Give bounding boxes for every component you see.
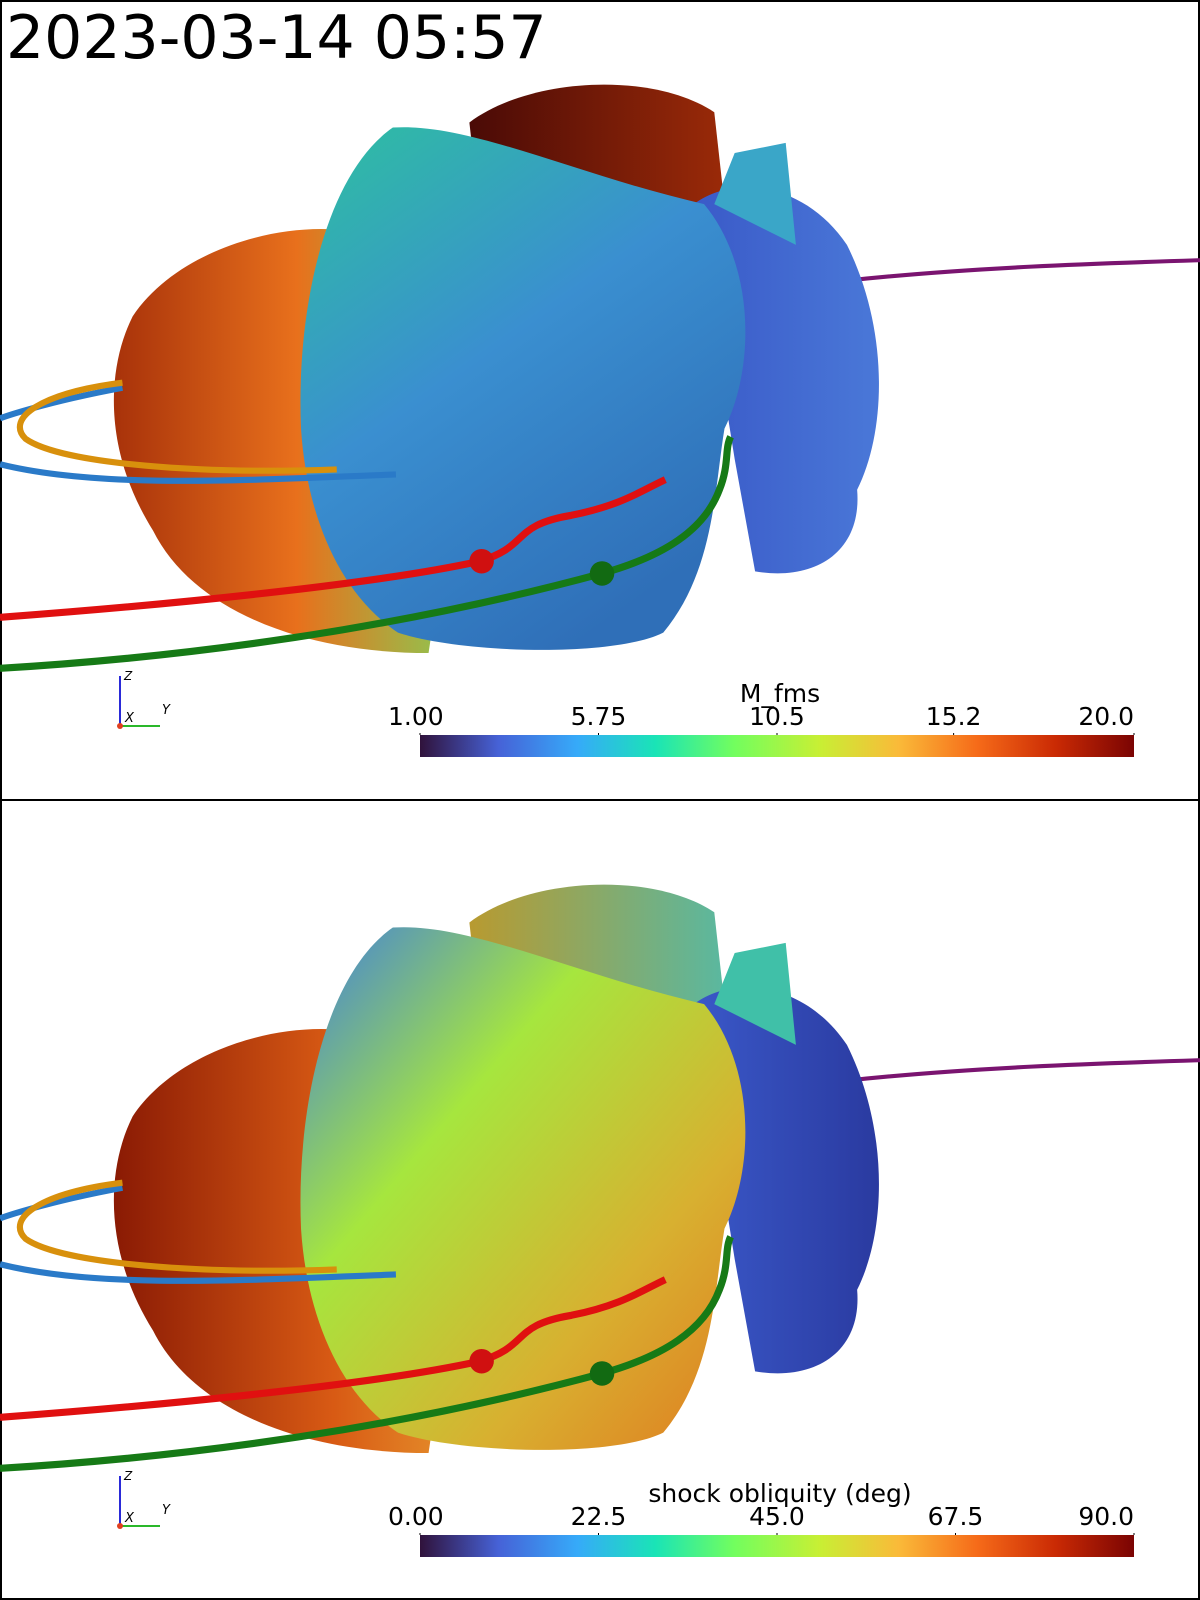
colorbar-tick-label: 45.0 — [749, 1502, 805, 1531]
colorbar — [420, 1535, 1134, 1557]
colorbar-tick-label: 90.0 — [1078, 1502, 1134, 1531]
colorbar-title: M_fms — [740, 679, 820, 708]
colorbar — [420, 735, 1134, 757]
colorbar-tick-label: 1.00 — [388, 702, 444, 731]
axis-x-label: X — [124, 1511, 135, 1526]
render-bottom — [0, 885, 1200, 1469]
colorbar-tick-label: 5.75 — [571, 702, 627, 731]
axis-x — [117, 723, 123, 729]
timestamp: 2023-03-14 05:57 — [6, 3, 547, 73]
colorbar-tick-label: 10.5 — [749, 702, 805, 731]
axis-z-label: Z — [123, 1469, 133, 1483]
axis-z-label: Z — [123, 669, 133, 683]
axis-y-label: Y — [162, 1503, 171, 1518]
colorbar-tick-label: 20.0 — [1078, 702, 1134, 731]
colorbar-tick-label: 67.5 — [928, 1502, 984, 1531]
colorbar-tick-label: 15.2 — [926, 702, 982, 731]
colorbar-title: shock obliquity (deg) — [648, 1479, 911, 1508]
colorbar-tick-label: 0.00 — [388, 1502, 444, 1531]
axis-x-label: X — [124, 711, 135, 726]
render-top — [0, 85, 1200, 669]
axis-x — [117, 1523, 123, 1529]
axis-y-label: Y — [162, 703, 171, 718]
colorbar-tick-label: 22.5 — [571, 1502, 627, 1531]
